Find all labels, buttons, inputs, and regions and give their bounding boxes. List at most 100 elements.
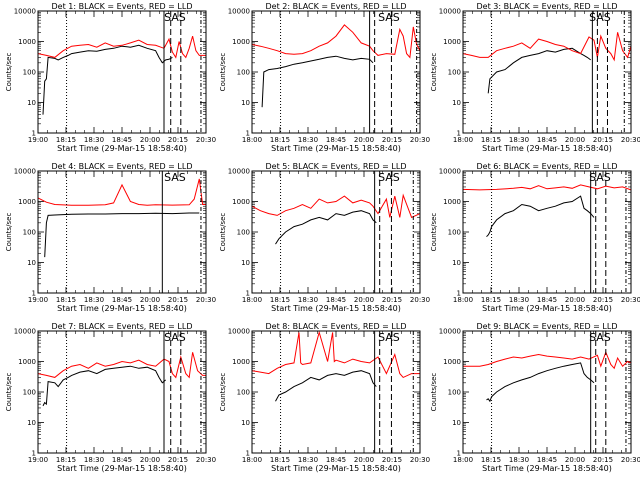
- y-tick-label: 100: [23, 229, 36, 237]
- x-tick-label: 18:45: [326, 296, 346, 304]
- x-tick-label: 18:45: [112, 136, 132, 144]
- y-tick-label: 100: [237, 69, 250, 77]
- x-tick-label: 18:15: [481, 136, 501, 144]
- x-tick-label: 20:00: [140, 136, 160, 144]
- x-tick-label: 18:15: [56, 136, 76, 144]
- y-axis-label: Counts/sec: [219, 53, 227, 92]
- x-tick-label: 18:45: [112, 456, 132, 464]
- plot-frame: [251, 170, 421, 294]
- x-tick-label: 18:00: [453, 456, 473, 464]
- lld-series-line: [38, 178, 206, 206]
- y-tick-label: 10000: [439, 8, 461, 16]
- x-tick-label: 18:15: [481, 296, 501, 304]
- panel-title: Det 6: BLACK = Events, RED = LLD: [477, 162, 618, 171]
- x-tick-label: 18:00: [242, 136, 262, 144]
- x-tick-label: 18:15: [270, 456, 290, 464]
- y-tick-label: 10: [452, 99, 461, 107]
- y-tick-label: 10000: [14, 168, 36, 176]
- y-tick-label: 1000: [18, 358, 36, 366]
- panel-title: Det 4: BLACK = Events, RED = LLD: [52, 162, 193, 171]
- plot-frame: [462, 10, 632, 134]
- x-tick-label: 20:30: [410, 136, 430, 144]
- lld-series-line: [463, 350, 631, 370]
- x-tick-label: 18:30: [509, 136, 529, 144]
- x-tick-label: 18:45: [537, 456, 557, 464]
- y-axis-label: Counts/sec: [219, 213, 227, 252]
- y-tick-label: 10000: [439, 328, 461, 336]
- y-tick-label: 100: [237, 229, 250, 237]
- y-tick-label: 10000: [228, 168, 250, 176]
- plot-frame: [37, 10, 207, 134]
- x-tick-label: 18:15: [481, 456, 501, 464]
- y-axis-label: Counts/sec: [430, 213, 438, 252]
- y-tick-label: 1: [32, 290, 36, 298]
- x-tick-label: 20:15: [168, 296, 188, 304]
- plot-frame: [37, 330, 207, 454]
- x-tick-label: 20:30: [196, 296, 216, 304]
- sas-annotation: SAS: [589, 331, 611, 344]
- x-tick-label: 20:15: [593, 296, 613, 304]
- y-tick-label: 1000: [18, 198, 36, 206]
- y-tick-label: 10: [27, 259, 36, 267]
- x-tick-label: 18:30: [509, 456, 529, 464]
- sas-annotation: SAS: [378, 11, 400, 24]
- x-axis-label: Start Time (29-Mar-15 18:58:40): [482, 464, 612, 473]
- y-tick-label: 10000: [14, 8, 36, 16]
- detector-panel-1: Det 1: BLACK = Events, RED = LLD 1 10 100 10…: [5, 2, 216, 153]
- events-series-line: [42, 365, 167, 407]
- x-tick-label: 18:15: [270, 136, 290, 144]
- x-tick-label: 20:30: [410, 456, 430, 464]
- lld-series-line: [463, 184, 631, 191]
- y-tick-label: 1000: [443, 358, 461, 366]
- y-tick-label: 1000: [232, 38, 250, 46]
- x-axis-label: Start Time (29-Mar-15 18:58:40): [57, 464, 187, 473]
- panel-title: Det 1: BLACK = Events, RED = LLD: [52, 2, 193, 11]
- sas-annotation: SAS: [589, 171, 611, 184]
- lld-series-line: [463, 32, 631, 62]
- x-axis-label: Start Time (29-Mar-15 18:58:40): [271, 304, 401, 313]
- events-series-line: [261, 55, 374, 108]
- y-tick-label: 1: [246, 290, 250, 298]
- plot-frame: [462, 170, 632, 294]
- x-tick-label: 18:45: [112, 296, 132, 304]
- x-tick-label: 18:15: [56, 456, 76, 464]
- x-tick-label: 19:00: [28, 136, 48, 144]
- x-tick-label: 18:00: [453, 136, 473, 144]
- detector-panel-5: Det 5: BLACK = Events, RED = LLD 1 10 100 10…: [219, 162, 430, 313]
- events-series-line: [275, 210, 377, 245]
- sas-annotation: SAS: [164, 171, 186, 184]
- detector-panel-7: Det 7: BLACK = Events, RED = LLD 1 10 100 10…: [5, 322, 216, 473]
- lld-series-line: [252, 193, 420, 219]
- x-tick-label: 20:15: [382, 136, 402, 144]
- detector-panel-2: Det 2: BLACK = Events, RED = LLD 1 10 100 10…: [219, 2, 430, 153]
- panel-title: Det 9: BLACK = Events, RED = LLD: [477, 322, 618, 331]
- y-tick-label: 1000: [443, 38, 461, 46]
- y-tick-label: 1: [457, 130, 461, 138]
- y-tick-label: 10: [452, 259, 461, 267]
- sas-annotation: SAS: [378, 331, 400, 344]
- y-tick-label: 1000: [232, 198, 250, 206]
- sas-annotation: SAS: [164, 11, 186, 24]
- lld-series-line: [38, 352, 206, 379]
- y-tick-label: 100: [23, 69, 36, 77]
- x-tick-label: 18:30: [298, 296, 318, 304]
- sas-annotation: SAS: [378, 171, 400, 184]
- y-tick-label: 1: [246, 450, 250, 458]
- y-tick-label: 10: [27, 419, 36, 427]
- detector-panel-6: Det 6: BLACK = Events, RED = LLD 1 10 100 10…: [430, 162, 640, 313]
- panel-title: Det 7: BLACK = Events, RED = LLD: [52, 322, 193, 331]
- y-tick-label: 10: [241, 259, 250, 267]
- lld-series-line: [252, 331, 420, 379]
- x-tick-label: 20:15: [593, 456, 613, 464]
- lld-series-line: [38, 35, 206, 59]
- x-tick-label: 20:30: [621, 456, 640, 464]
- x-tick-label: 20:30: [621, 136, 640, 144]
- lld-series-line: [252, 24, 420, 59]
- y-tick-label: 100: [448, 389, 461, 397]
- y-tick-label: 1: [32, 450, 36, 458]
- sas-annotation: SAS: [589, 11, 611, 24]
- y-tick-label: 1000: [443, 198, 461, 206]
- x-tick-label: 20:30: [621, 296, 640, 304]
- x-axis-label: Start Time (29-Mar-15 18:58:40): [57, 304, 187, 313]
